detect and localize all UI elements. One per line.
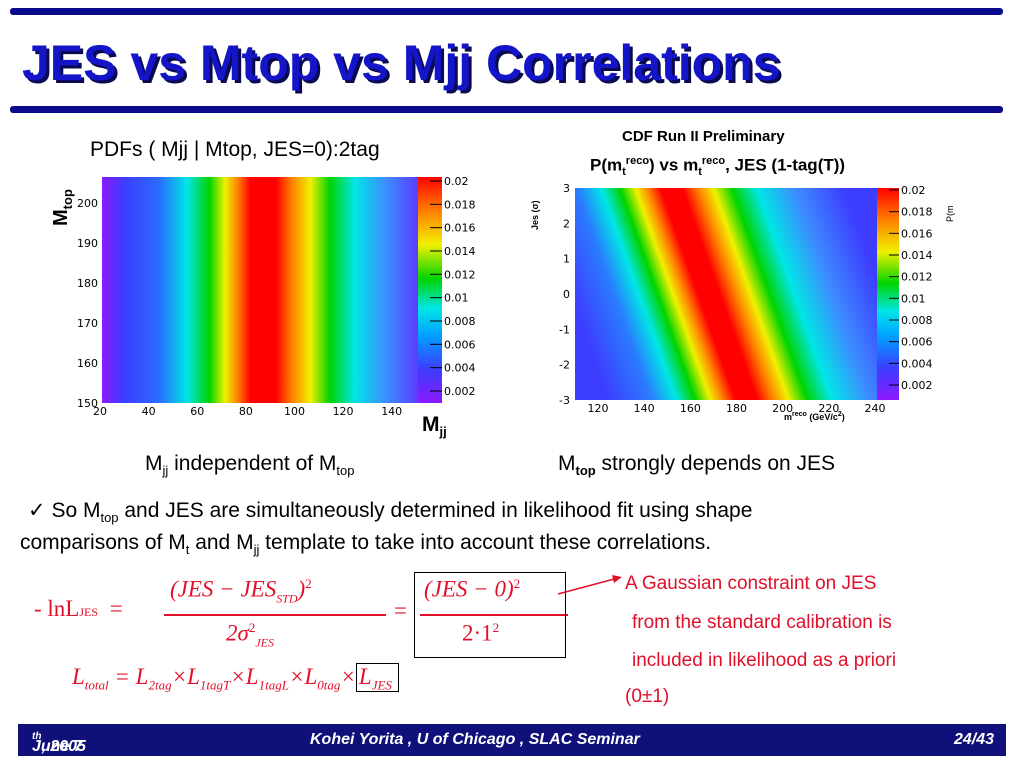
- left-colorbar: [418, 177, 442, 403]
- ljes-term: LJES: [355, 663, 399, 693]
- annotation-line-4: (0±1): [625, 686, 670, 707]
- left-x-tick-label: 20: [93, 405, 107, 418]
- right-colorbar-tick-label: 0.01: [901, 292, 926, 305]
- right-colorbar-tick-label: 0.002: [901, 379, 933, 392]
- left-below-caption: Mjj independent of Mtop: [145, 452, 355, 479]
- left-colorbar-tick-label: 0.004: [444, 362, 476, 375]
- fraction-2-bar: [420, 614, 568, 616]
- right-y-tick-label: -2: [559, 359, 570, 372]
- right-heatmap: -3 -2 -1 0 1 2 3 120 140 160 180 200 220 240 0.02 0.0…: [559, 182, 933, 415]
- right-colorbar-tick-label: 0.02: [901, 184, 926, 197]
- right-colorbar-tick-label: 0.016: [901, 227, 933, 240]
- fraction-1-numerator: (JES − JESSTD)2: [170, 576, 312, 606]
- right-y-tick-label: 3: [563, 182, 570, 195]
- left-plot-x-label: Mjj: [422, 413, 447, 440]
- check-icon: ✓: [28, 499, 46, 522]
- right-colorbar-tick-label: 0.004: [901, 357, 933, 370]
- right-x-tick-label: 180: [726, 402, 747, 415]
- left-heatmap: 150 160 170 180 190 200 20 40 60 80 100 120 140 0.0…: [77, 175, 476, 418]
- right-y-tick-label: -1: [559, 323, 570, 336]
- left-x-tick-label: 40: [142, 405, 156, 418]
- annotation-line-1: A Gaussian constraint on JES: [625, 573, 877, 594]
- left-colorbar-tick-label: 0.014: [444, 245, 476, 258]
- right-below-caption: Mtop strongly depends on JES: [558, 452, 836, 479]
- right-x-tick-label: 220: [818, 402, 839, 415]
- left-x-tick-label: 120: [333, 405, 354, 418]
- right-plot-title: CDF Run II Preliminary: [622, 128, 785, 145]
- body-line-2: comparisons of Mt and Mjj template to ta…: [20, 531, 712, 558]
- right-x-tick-label: 120: [588, 402, 609, 415]
- equation-middle-equals: =: [394, 598, 407, 623]
- fraction-1-bar: [164, 614, 386, 616]
- left-colorbar-tick-label: 0.012: [444, 268, 476, 281]
- slide-title: JES vs Mtop vs Mjj Correlations: [22, 35, 781, 91]
- right-heatmap-surface: [575, 188, 877, 400]
- left-plot-caption: PDFs ( Mjj | Mtop, JES=0):2tag: [90, 138, 380, 161]
- right-y-tick-label: 2: [563, 217, 570, 230]
- left-y-tick-label: 200: [77, 197, 98, 210]
- right-colorbar-tick-label: 0.006: [901, 336, 933, 349]
- right-y-tick-label: -3: [559, 394, 570, 407]
- left-plot-y-label: Mtop: [50, 189, 75, 226]
- annotation-line-3: included in likelihood as a priori: [632, 650, 897, 671]
- right-y-tick-label: 1: [563, 253, 570, 266]
- fraction-2-numerator: (JES − 0)2: [424, 576, 521, 602]
- right-x-tick-label: 140: [634, 402, 655, 415]
- equation-likelihood: Ltotal = L2tag×L1tagT×L1tagL×L0tag× LJES: [72, 663, 399, 694]
- left-y-tick-label: 190: [77, 237, 98, 250]
- right-x-tick-label: 200: [772, 402, 793, 415]
- left-x-tick-label: 80: [239, 405, 253, 418]
- right-colorbar-tick-label: 0.008: [901, 314, 933, 327]
- left-colorbar-tick-label: 0.02: [444, 175, 469, 188]
- right-colorbar: [877, 188, 899, 400]
- left-colorbar-tick-label: 0.008: [444, 315, 476, 328]
- left-y-tick-label: 150: [77, 397, 98, 410]
- annotation-line-2: from the standard calibration is: [632, 612, 892, 633]
- title-underline: [10, 106, 1003, 113]
- left-x-tick-label: 100: [284, 405, 305, 418]
- right-plot-x-label: mreco (GeV/c2): [784, 411, 845, 422]
- right-colorbar-tick-label: 0.014: [901, 249, 933, 262]
- equation-lhs: - lnLJES =: [34, 596, 123, 621]
- left-colorbar-tick-label: 0.016: [444, 222, 476, 235]
- left-y-tick-label: 180: [77, 277, 98, 290]
- left-x-tick-label: 60: [190, 405, 204, 418]
- left-colorbar-tick-label: 0.002: [444, 385, 476, 398]
- right-plot-subtitle: P(mtreco) vs mtreco, JES (1-tag(T)): [590, 155, 846, 179]
- left-colorbar-tick-label: 0.01: [444, 292, 469, 305]
- annotation-arrow: [557, 575, 622, 595]
- left-y-tick-label: 160: [77, 357, 98, 370]
- right-x-tick-label: 240: [865, 402, 886, 415]
- right-y-tick-label: 0: [563, 288, 570, 301]
- left-y-tick-label: 170: [77, 317, 98, 330]
- footer-page: 24/43: [953, 731, 994, 748]
- fraction-2-denominator: 2·12: [462, 620, 500, 646]
- body-line-1: ✓ So Mtop and JES are simultaneously det…: [28, 499, 753, 526]
- fraction-1-denominator: 2σ2JES: [226, 620, 274, 650]
- right-x-tick-label: 160: [680, 402, 701, 415]
- left-heatmap-surface: [102, 177, 418, 403]
- left-colorbar-tick-label: 0.018: [444, 198, 476, 211]
- fraction-2-box: [414, 572, 566, 658]
- left-x-tick-label: 140: [381, 405, 402, 418]
- top-rule: [10, 8, 1003, 15]
- footer-center: Kohei Yorita , U of Chicago , SLAC Semin…: [310, 731, 640, 748]
- left-colorbar-tick-label: 0.006: [444, 338, 476, 351]
- right-colorbar-tick-label: 0.012: [901, 271, 933, 284]
- right-colorbar-tick-label: 0.018: [901, 206, 933, 219]
- right-plot-y-label: Jes (σ): [530, 200, 540, 230]
